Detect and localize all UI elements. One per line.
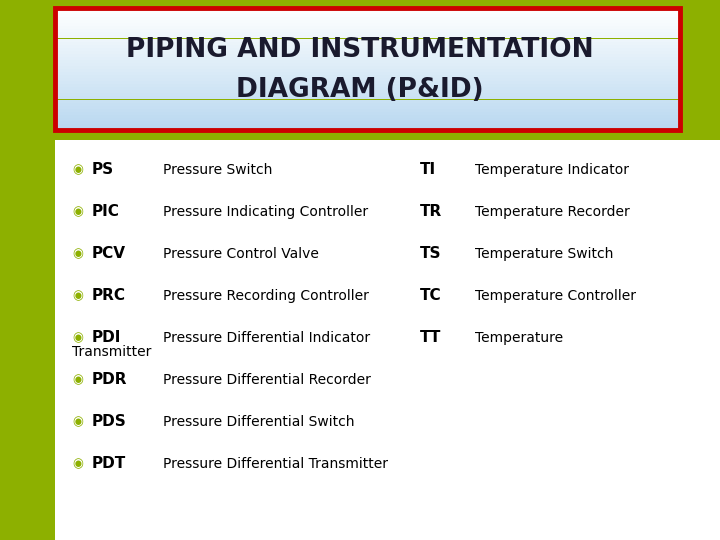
Bar <box>55 81 680 84</box>
Bar <box>55 127 680 130</box>
Text: Temperature Controller: Temperature Controller <box>475 289 636 303</box>
Text: Pressure Switch: Pressure Switch <box>163 163 272 177</box>
Bar <box>55 99 680 103</box>
Text: DIAGRAM (P&ID): DIAGRAM (P&ID) <box>236 77 484 103</box>
Bar <box>55 36 680 38</box>
Bar <box>55 48 680 51</box>
Bar <box>55 54 680 57</box>
Bar <box>55 112 680 115</box>
Bar <box>55 72 680 75</box>
Bar <box>55 69 680 72</box>
Text: Pressure Differential Indicator: Pressure Differential Indicator <box>163 331 370 345</box>
Text: Pressure Differential Switch: Pressure Differential Switch <box>163 415 354 429</box>
Text: Pressure Recording Controller: Pressure Recording Controller <box>163 289 369 303</box>
Bar <box>55 51 680 54</box>
Bar <box>55 57 680 60</box>
Bar <box>55 106 680 109</box>
Text: ◉: ◉ <box>72 415 83 429</box>
Bar <box>55 29 680 32</box>
Bar <box>55 45 680 48</box>
Bar <box>55 8 680 130</box>
Bar <box>55 87 680 90</box>
Bar <box>55 118 680 121</box>
Text: Pressure Control Valve: Pressure Control Valve <box>163 247 319 261</box>
Text: Temperature Recorder: Temperature Recorder <box>475 205 630 219</box>
Text: TI: TI <box>420 163 436 178</box>
Bar <box>55 20 680 23</box>
Bar <box>55 103 680 106</box>
Bar <box>55 63 680 66</box>
Text: PDT: PDT <box>92 456 126 471</box>
Text: ◉: ◉ <box>72 206 83 219</box>
Text: PDI: PDI <box>92 330 122 346</box>
Text: ◉: ◉ <box>72 289 83 302</box>
Bar <box>55 78 680 81</box>
Text: ◉: ◉ <box>72 164 83 177</box>
Bar <box>55 14 680 17</box>
Bar <box>55 17 680 20</box>
Text: Pressure Indicating Controller: Pressure Indicating Controller <box>163 205 368 219</box>
Text: TC: TC <box>420 288 441 303</box>
Text: TT: TT <box>420 330 441 346</box>
Bar <box>55 93 680 97</box>
Text: PIPING AND INSTRUMENTATION: PIPING AND INSTRUMENTATION <box>126 37 594 63</box>
Text: PCV: PCV <box>92 246 126 261</box>
Bar <box>55 124 680 127</box>
Text: ◉: ◉ <box>72 332 83 345</box>
Text: Temperature: Temperature <box>475 331 563 345</box>
Bar <box>55 121 680 124</box>
Text: PS: PS <box>92 163 114 178</box>
Text: ◉: ◉ <box>72 247 83 260</box>
Bar <box>55 97 680 99</box>
Text: TS: TS <box>420 246 441 261</box>
Bar <box>55 75 680 78</box>
Text: Temperature Switch: Temperature Switch <box>475 247 613 261</box>
Text: Pressure Differential Transmitter: Pressure Differential Transmitter <box>163 457 388 471</box>
Bar <box>55 26 680 29</box>
Bar <box>55 38 680 42</box>
Bar <box>55 42 680 45</box>
Bar <box>55 32 680 36</box>
Text: TR: TR <box>420 205 442 219</box>
Bar <box>55 109 680 112</box>
Text: PDS: PDS <box>92 415 127 429</box>
Bar <box>55 84 680 87</box>
Text: PIC: PIC <box>92 205 120 219</box>
Bar <box>55 140 720 540</box>
Text: PDR: PDR <box>92 373 127 388</box>
Text: Transmitter: Transmitter <box>72 345 151 359</box>
Text: Pressure Differential Recorder: Pressure Differential Recorder <box>163 373 371 387</box>
Text: ◉: ◉ <box>72 374 83 387</box>
Bar <box>55 60 680 63</box>
Bar <box>55 8 680 11</box>
Bar <box>55 115 680 118</box>
Text: PRC: PRC <box>92 288 126 303</box>
Bar <box>55 66 680 69</box>
Bar <box>55 23 680 26</box>
Text: ◉: ◉ <box>72 457 83 470</box>
Text: Temperature Indicator: Temperature Indicator <box>475 163 629 177</box>
Bar <box>55 11 680 14</box>
Bar <box>55 90 680 93</box>
